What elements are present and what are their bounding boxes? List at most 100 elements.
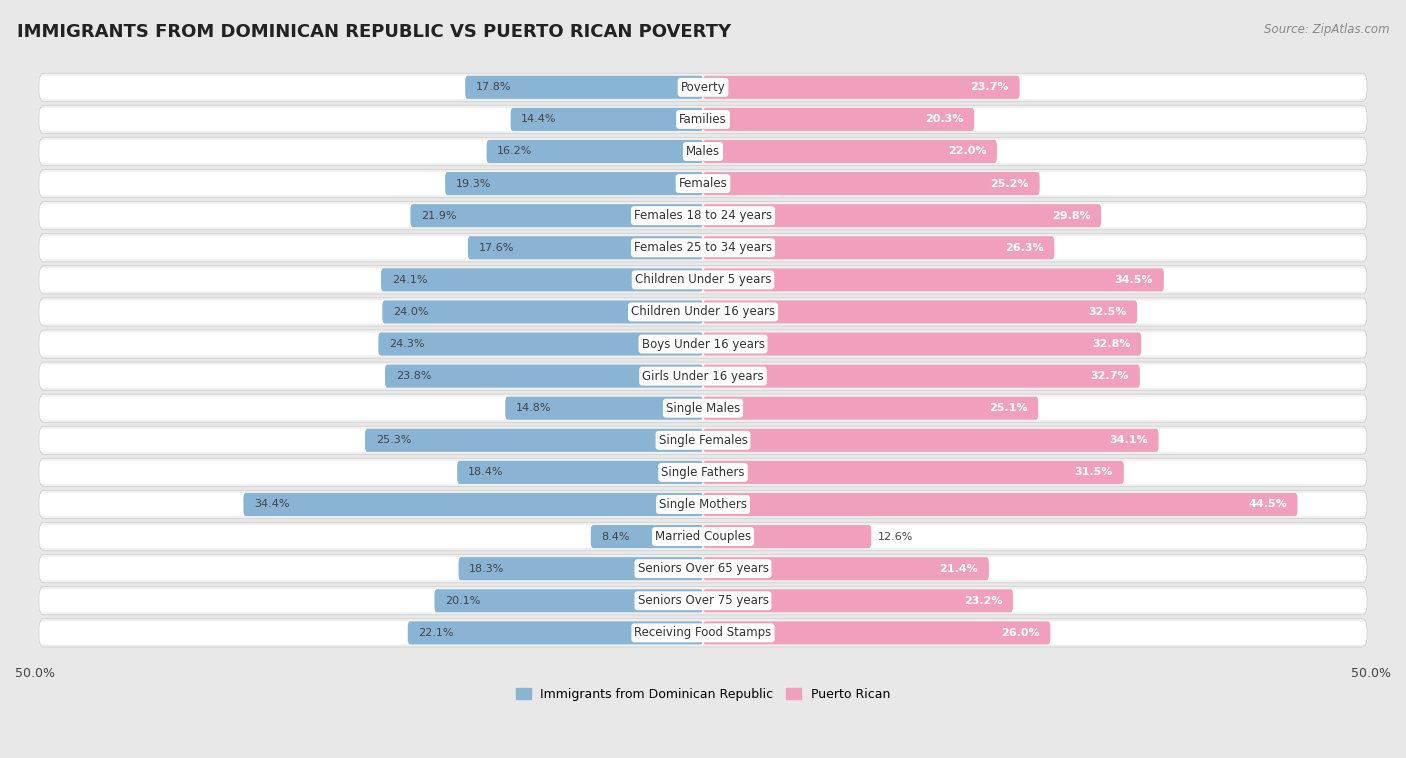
FancyBboxPatch shape <box>703 333 1142 356</box>
FancyBboxPatch shape <box>39 172 1367 195</box>
FancyBboxPatch shape <box>385 365 703 387</box>
FancyBboxPatch shape <box>366 429 703 452</box>
FancyBboxPatch shape <box>39 589 1367 612</box>
FancyBboxPatch shape <box>408 622 703 644</box>
Text: Females: Females <box>679 177 727 190</box>
FancyBboxPatch shape <box>703 236 1054 259</box>
FancyBboxPatch shape <box>39 204 1367 227</box>
FancyBboxPatch shape <box>39 236 1367 259</box>
Text: 17.8%: 17.8% <box>475 83 512 92</box>
Text: Single Mothers: Single Mothers <box>659 498 747 511</box>
FancyBboxPatch shape <box>457 461 703 484</box>
FancyBboxPatch shape <box>486 140 703 163</box>
FancyBboxPatch shape <box>39 137 1367 165</box>
FancyBboxPatch shape <box>39 298 1367 326</box>
FancyBboxPatch shape <box>703 140 997 163</box>
FancyBboxPatch shape <box>505 396 703 420</box>
Text: 34.5%: 34.5% <box>1115 275 1153 285</box>
Text: 32.8%: 32.8% <box>1092 339 1130 349</box>
Text: Children Under 5 years: Children Under 5 years <box>634 274 772 287</box>
FancyBboxPatch shape <box>39 587 1367 615</box>
Text: 32.7%: 32.7% <box>1091 371 1129 381</box>
Text: 16.2%: 16.2% <box>498 146 533 156</box>
Text: Receiving Food Stamps: Receiving Food Stamps <box>634 626 772 639</box>
Text: Source: ZipAtlas.com: Source: ZipAtlas.com <box>1264 23 1389 36</box>
Text: 44.5%: 44.5% <box>1249 500 1286 509</box>
Text: 20.3%: 20.3% <box>925 114 963 124</box>
Text: 14.8%: 14.8% <box>516 403 551 413</box>
FancyBboxPatch shape <box>468 236 703 259</box>
Text: 8.4%: 8.4% <box>602 531 630 541</box>
FancyBboxPatch shape <box>411 204 703 227</box>
Text: Families: Families <box>679 113 727 126</box>
Text: 20.1%: 20.1% <box>446 596 481 606</box>
FancyBboxPatch shape <box>39 362 1367 390</box>
FancyBboxPatch shape <box>465 76 703 99</box>
Text: 21.9%: 21.9% <box>422 211 457 221</box>
FancyBboxPatch shape <box>703 300 1137 324</box>
FancyBboxPatch shape <box>703 493 1298 516</box>
FancyBboxPatch shape <box>434 589 703 612</box>
FancyBboxPatch shape <box>39 622 1367 644</box>
FancyBboxPatch shape <box>39 426 1367 455</box>
Text: 17.6%: 17.6% <box>478 243 515 252</box>
FancyBboxPatch shape <box>591 525 703 548</box>
Text: Boys Under 16 years: Boys Under 16 years <box>641 337 765 350</box>
FancyBboxPatch shape <box>39 555 1367 583</box>
Text: 19.3%: 19.3% <box>456 179 491 189</box>
FancyBboxPatch shape <box>378 333 703 356</box>
Text: 22.0%: 22.0% <box>948 146 986 156</box>
FancyBboxPatch shape <box>243 493 703 516</box>
FancyBboxPatch shape <box>39 76 1367 99</box>
Text: 34.4%: 34.4% <box>254 500 290 509</box>
FancyBboxPatch shape <box>39 202 1367 230</box>
FancyBboxPatch shape <box>39 268 1367 291</box>
FancyBboxPatch shape <box>703 268 1164 291</box>
Text: Single Fathers: Single Fathers <box>661 466 745 479</box>
Text: Married Couples: Married Couples <box>655 530 751 543</box>
FancyBboxPatch shape <box>39 490 1367 518</box>
FancyBboxPatch shape <box>39 557 1367 580</box>
Text: Males: Males <box>686 145 720 158</box>
FancyBboxPatch shape <box>382 300 703 324</box>
FancyBboxPatch shape <box>703 461 1123 484</box>
Text: 18.3%: 18.3% <box>470 564 505 574</box>
Text: 24.3%: 24.3% <box>389 339 425 349</box>
Text: Females 25 to 34 years: Females 25 to 34 years <box>634 241 772 254</box>
Text: 23.8%: 23.8% <box>395 371 432 381</box>
FancyBboxPatch shape <box>39 619 1367 647</box>
Text: 12.6%: 12.6% <box>877 531 914 541</box>
Text: 23.2%: 23.2% <box>963 596 1002 606</box>
FancyBboxPatch shape <box>39 300 1367 324</box>
Text: 18.4%: 18.4% <box>468 468 503 478</box>
FancyBboxPatch shape <box>703 557 988 580</box>
FancyBboxPatch shape <box>703 589 1012 612</box>
Text: 23.7%: 23.7% <box>970 83 1010 92</box>
FancyBboxPatch shape <box>39 330 1367 359</box>
FancyBboxPatch shape <box>39 108 1367 131</box>
FancyBboxPatch shape <box>703 622 1050 644</box>
FancyBboxPatch shape <box>703 365 1140 387</box>
Text: 21.4%: 21.4% <box>939 564 979 574</box>
FancyBboxPatch shape <box>39 394 1367 422</box>
Text: 26.3%: 26.3% <box>1005 243 1043 252</box>
FancyBboxPatch shape <box>39 525 1367 548</box>
FancyBboxPatch shape <box>39 429 1367 452</box>
FancyBboxPatch shape <box>39 333 1367 356</box>
FancyBboxPatch shape <box>446 172 703 195</box>
Text: 25.2%: 25.2% <box>990 179 1029 189</box>
Text: Girls Under 16 years: Girls Under 16 years <box>643 370 763 383</box>
FancyBboxPatch shape <box>39 105 1367 133</box>
FancyBboxPatch shape <box>703 108 974 131</box>
Text: Single Males: Single Males <box>666 402 740 415</box>
FancyBboxPatch shape <box>39 461 1367 484</box>
Text: 14.4%: 14.4% <box>522 114 557 124</box>
FancyBboxPatch shape <box>39 493 1367 516</box>
Text: 32.5%: 32.5% <box>1088 307 1126 317</box>
Text: Children Under 16 years: Children Under 16 years <box>631 305 775 318</box>
FancyBboxPatch shape <box>703 396 1039 420</box>
FancyBboxPatch shape <box>39 140 1367 163</box>
FancyBboxPatch shape <box>381 268 703 291</box>
FancyBboxPatch shape <box>39 459 1367 487</box>
FancyBboxPatch shape <box>39 233 1367 262</box>
